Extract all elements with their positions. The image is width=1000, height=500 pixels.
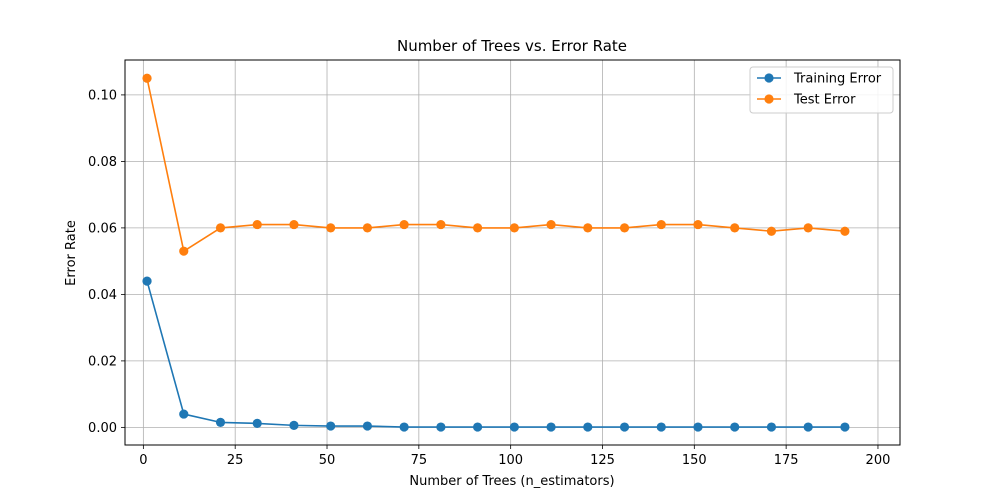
plot-frame: [124, 59, 901, 446]
data-point-test-error: [289, 219, 299, 230]
data-point-training-error: [252, 418, 262, 428]
data-point-training-error: [656, 422, 666, 432]
x-tick-label: 25: [227, 453, 244, 468]
data-point-test-error: [179, 246, 189, 256]
data-point-test-error: [362, 223, 373, 233]
axis-ticks: 0 25 50 75 100 125 150 175 200 0.00 0.02 0.04 0.06 0.…: [88, 88, 890, 468]
data-point-test-error: [583, 223, 593, 233]
data-point-training-error: [766, 422, 777, 432]
x-tick-label: 175: [774, 453, 799, 468]
data-point-training-error: [583, 422, 593, 432]
legend-label-test: Test Error: [793, 93, 856, 108]
x-tick-label: 0: [139, 453, 147, 468]
data-point-test-error: [619, 223, 630, 233]
x-tick-label: 125: [590, 453, 615, 468]
data-point-training-error: [179, 409, 189, 419]
y-tick-label: 0.02: [88, 354, 117, 369]
y-tick-label: 0.10: [88, 88, 117, 103]
data-point-training-error: [840, 422, 850, 432]
y-tick-label: 0.04: [88, 288, 117, 303]
data-point-training-error: [436, 422, 446, 432]
data-point-test-error: [656, 219, 666, 230]
legend-marker-training: [764, 73, 774, 83]
data-point-test-error: [252, 219, 262, 230]
data-point-training-error: [473, 422, 483, 432]
data-point-test-error: [693, 219, 703, 230]
y-tick-label: 0.08: [88, 155, 117, 170]
data-point-test-error: [766, 226, 777, 236]
data-point-training-error: [619, 422, 630, 432]
data-point-training-error: [546, 422, 556, 432]
legend: Training Error Test Error: [749, 66, 894, 114]
data-point-test-error: [142, 73, 152, 83]
x-axis-label: Number of Trees (n_estimators): [409, 474, 614, 489]
series-line-test-error: [146, 78, 845, 252]
data-point-test-error: [436, 219, 446, 230]
x-tick-label: 75: [411, 453, 428, 468]
data-point-training-error: [730, 422, 740, 432]
data-point-training-error: [326, 421, 336, 431]
data-point-test-error: [730, 223, 740, 233]
data-point-training-error: [142, 276, 152, 286]
y-tick-label: 0.06: [88, 221, 117, 236]
data-point-training-error: [215, 417, 226, 427]
legend-box: [749, 66, 894, 114]
legend-label-training: Training Error: [793, 72, 882, 87]
y-tick-label: 0.00: [88, 421, 117, 436]
data-point-test-error: [546, 219, 556, 230]
data-point-training-error: [693, 422, 703, 432]
data-point-test-error: [803, 223, 813, 233]
x-tick-label: 200: [866, 453, 891, 468]
chart-title: Number of Trees vs. Error Rate: [397, 37, 627, 55]
data-point-training-error: [362, 421, 373, 431]
data-point-test-error: [473, 223, 483, 233]
data-point-test-error: [399, 219, 409, 230]
data-point-test-error: [840, 226, 850, 236]
series-line-training-error: [146, 280, 845, 428]
x-tick-label: 100: [498, 453, 523, 468]
data-point-test-error: [215, 223, 226, 233]
data-point-training-error: [803, 422, 813, 432]
data-point-training-error: [399, 422, 409, 432]
data-point-training-error: [509, 422, 519, 432]
data-point-training-error: [289, 420, 299, 430]
data-point-test-error: [326, 223, 336, 233]
legend-marker-test: [764, 94, 774, 104]
plot-series: [142, 73, 850, 432]
data-point-test-error: [509, 223, 519, 233]
x-tick-label: 50: [319, 453, 336, 468]
x-tick-label: 150: [682, 453, 707, 468]
y-axis-label: Error Rate: [64, 220, 79, 286]
